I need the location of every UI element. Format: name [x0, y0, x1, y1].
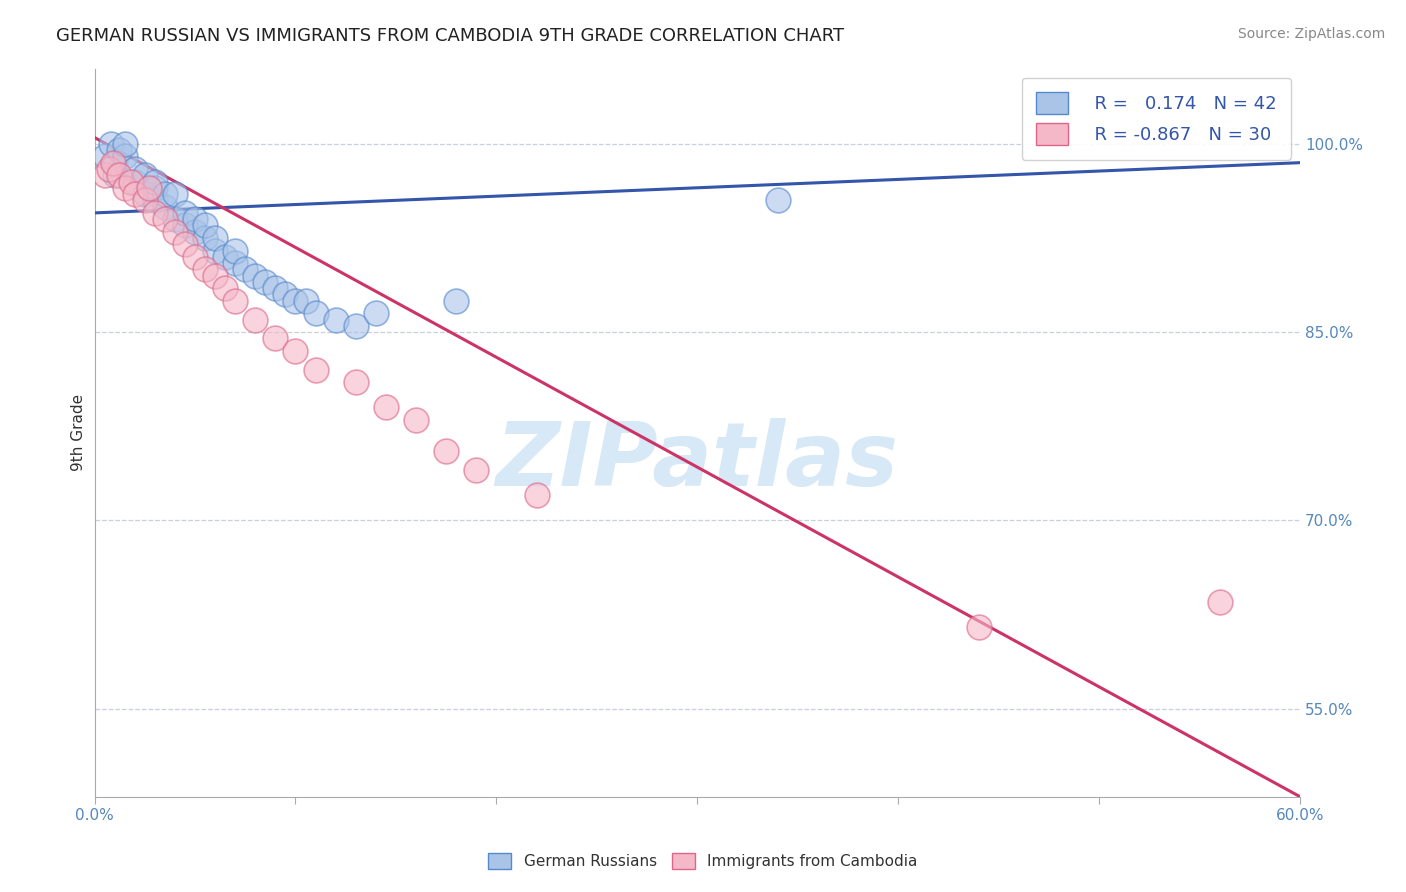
Point — [245, 312, 267, 326]
Point — [214, 250, 236, 264]
Point — [1208, 595, 1230, 609]
Point — [174, 237, 197, 252]
Point — [100, 136, 122, 151]
Point — [97, 161, 120, 176]
Point — [114, 149, 136, 163]
Text: Source: ZipAtlas.com: Source: ZipAtlas.com — [1237, 27, 1385, 41]
Legend:   R =   0.174   N = 42,   R = -0.867   N = 30: R = 0.174 N = 42, R = -0.867 N = 30 — [1022, 78, 1291, 160]
Point — [274, 287, 297, 301]
Point — [93, 168, 115, 182]
Point — [153, 187, 176, 202]
Point — [526, 488, 548, 502]
Point — [107, 143, 129, 157]
Point — [245, 268, 267, 283]
Point — [124, 187, 146, 202]
Point — [405, 413, 427, 427]
Point — [143, 206, 166, 220]
Point — [134, 194, 156, 208]
Point — [124, 174, 146, 188]
Point — [104, 155, 127, 169]
Text: ZIPatlas: ZIPatlas — [496, 418, 898, 505]
Point — [264, 331, 287, 345]
Point — [294, 293, 316, 308]
Point — [434, 444, 457, 458]
Y-axis label: 9th Grade: 9th Grade — [72, 394, 86, 471]
Point — [967, 620, 990, 634]
Point — [184, 225, 207, 239]
Point — [174, 206, 197, 220]
Point — [344, 318, 367, 333]
Point — [204, 231, 226, 245]
Point — [138, 181, 160, 195]
Point — [114, 136, 136, 151]
Point — [143, 174, 166, 188]
Point — [101, 155, 124, 169]
Point — [107, 168, 129, 182]
Point — [174, 219, 197, 233]
Point — [204, 268, 226, 283]
Point — [134, 187, 156, 202]
Point — [194, 262, 217, 277]
Point — [284, 343, 307, 358]
Point — [264, 281, 287, 295]
Text: GERMAN RUSSIAN VS IMMIGRANTS FROM CAMBODIA 9TH GRADE CORRELATION CHART: GERMAN RUSSIAN VS IMMIGRANTS FROM CAMBOD… — [56, 27, 845, 45]
Point — [143, 181, 166, 195]
Point — [104, 168, 127, 182]
Point — [163, 187, 186, 202]
Point — [153, 200, 176, 214]
Point — [304, 363, 326, 377]
Point — [465, 463, 488, 477]
Point — [194, 231, 217, 245]
Point — [444, 293, 467, 308]
Point — [224, 244, 246, 258]
Point — [214, 281, 236, 295]
Point — [134, 168, 156, 182]
Point — [114, 181, 136, 195]
Point — [254, 275, 277, 289]
Point — [325, 312, 347, 326]
Point — [224, 256, 246, 270]
Point — [124, 161, 146, 176]
Point — [184, 250, 207, 264]
Point — [93, 149, 115, 163]
Point — [120, 174, 142, 188]
Point — [153, 212, 176, 227]
Point — [184, 212, 207, 227]
Point — [304, 306, 326, 320]
Point — [374, 401, 396, 415]
Point — [766, 194, 789, 208]
Point — [194, 219, 217, 233]
Point — [204, 244, 226, 258]
Point — [284, 293, 307, 308]
Point — [143, 194, 166, 208]
Legend: German Russians, Immigrants from Cambodia: German Russians, Immigrants from Cambodi… — [482, 847, 924, 875]
Point — [233, 262, 256, 277]
Point — [364, 306, 387, 320]
Point — [163, 212, 186, 227]
Point — [163, 225, 186, 239]
Point — [344, 376, 367, 390]
Point — [224, 293, 246, 308]
